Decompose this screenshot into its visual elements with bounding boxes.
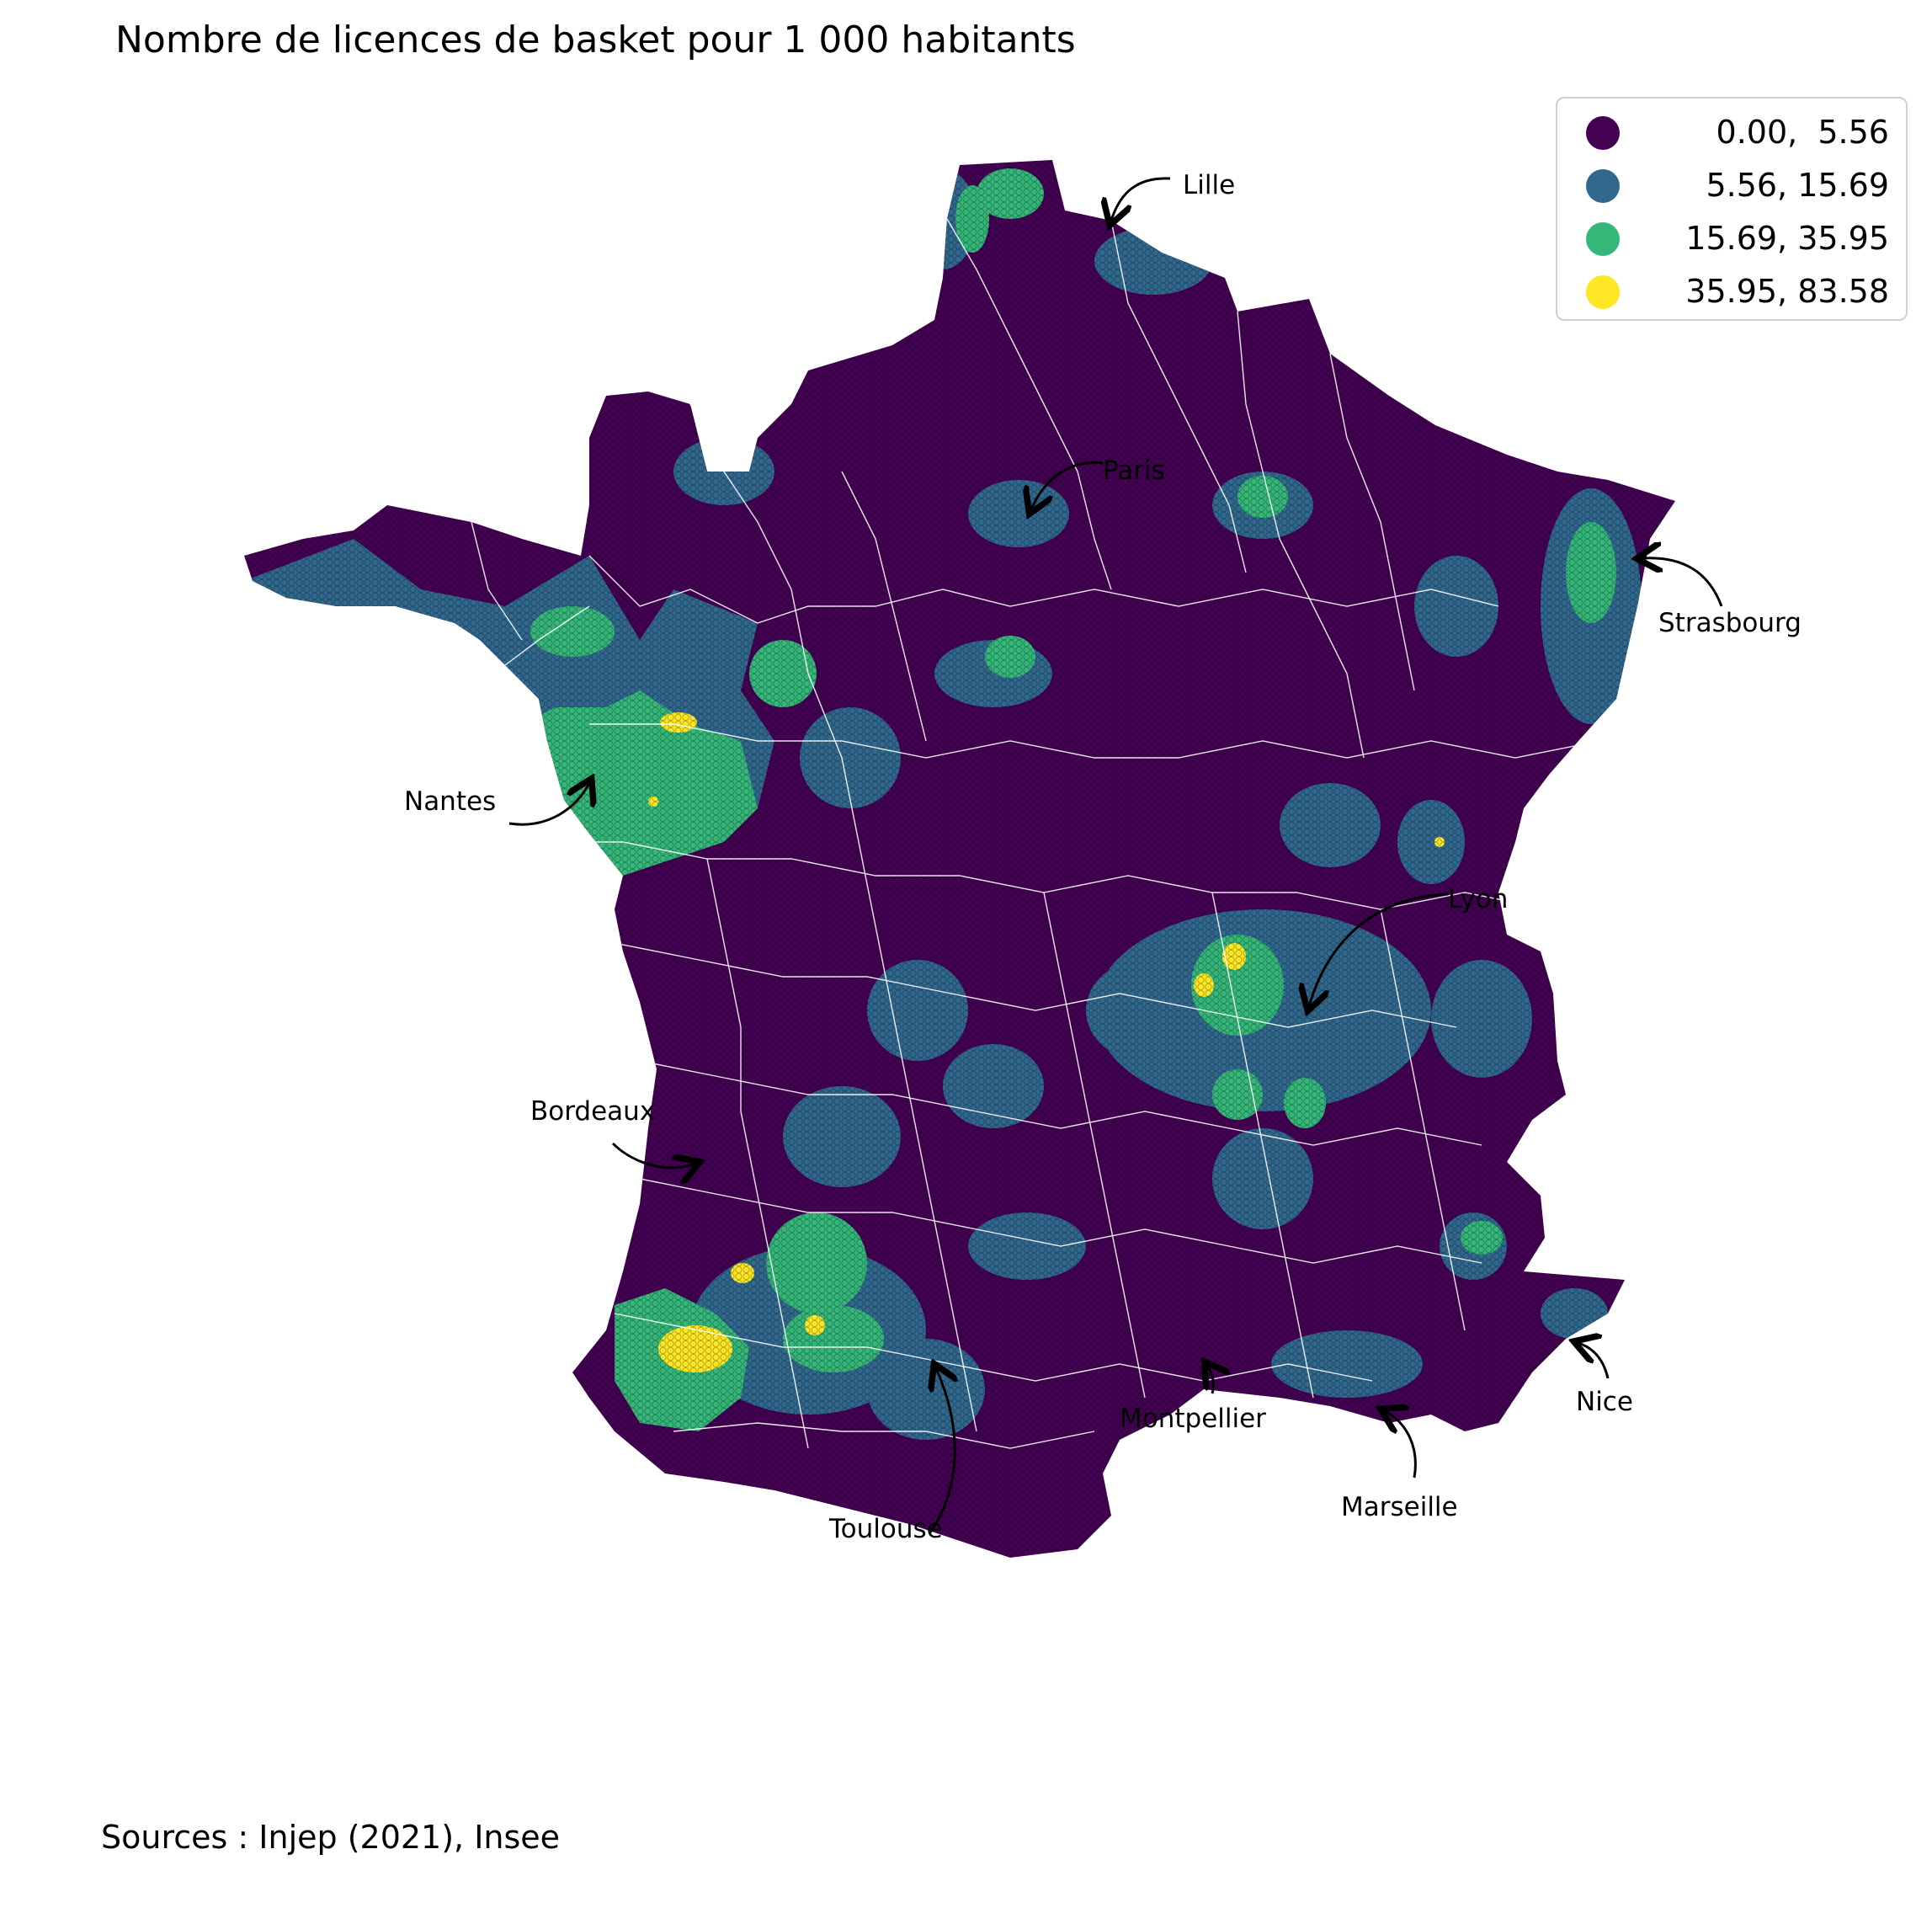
arrow-lille [1111,177,1171,221]
legend-label: 0.00, 5.56 [1706,114,1889,151]
arrow-nantes [508,783,589,826]
label-montpellier: Montpellier [1120,1404,1266,1434]
arrow-marseille [1385,1411,1417,1479]
legend-item-1: 5.56, 15.69 [1586,160,1906,210]
map-title: Nombre de licences de basket pour 1 000 … [115,19,1076,61]
arrow-lyon [1309,893,1449,1006]
label-toulouse: Toulouse [828,1514,943,1544]
legend-swatch [1586,116,1620,150]
source-note: Sources : Injep (2021), Insee [101,1819,561,1856]
label-lyon: Lyon [1448,884,1508,914]
arrow-montpellier [1207,1366,1213,1394]
arrow-strasbourg [1642,558,1723,607]
department-borders [361,218,1819,1601]
legend-swatch [1586,222,1620,256]
legend-label: 5.56, 15.69 [1695,167,1889,204]
arrow-bordeaux [611,1142,695,1168]
arrow-toulouse [930,1368,955,1533]
label-strasbourg: Strasbourg [1658,608,1802,638]
legend-item-2: 15.69, 35.95 [1586,213,1906,264]
legend-item-3: 35.95, 83.58 [1586,266,1906,317]
label-marseille: Marseille [1341,1492,1458,1522]
city-labels: Lille Paris Strasbourg Nantes Lyon Borde… [404,170,1802,1544]
legend-label: 15.69, 35.95 [1685,220,1889,257]
label-nantes: Nantes [404,786,496,817]
legend-swatch [1586,275,1620,309]
label-paris: Paris [1103,456,1165,486]
arrow-nice [1578,1343,1610,1379]
legend-swatch [1586,169,1620,203]
label-nice: Nice [1576,1387,1633,1417]
arrow-paris [1031,461,1104,509]
label-lille: Lille [1183,170,1235,200]
label-bordeaux: Bordeaux [530,1096,655,1127]
legend-label: 35.95, 83.58 [1685,273,1889,310]
city-arrows [508,177,1723,1533]
legend: 0.00, 5.56 5.56, 15.69 15.69, 35.95 35.9… [1556,97,1908,321]
legend-item-0: 0.00, 5.56 [1586,107,1906,157]
